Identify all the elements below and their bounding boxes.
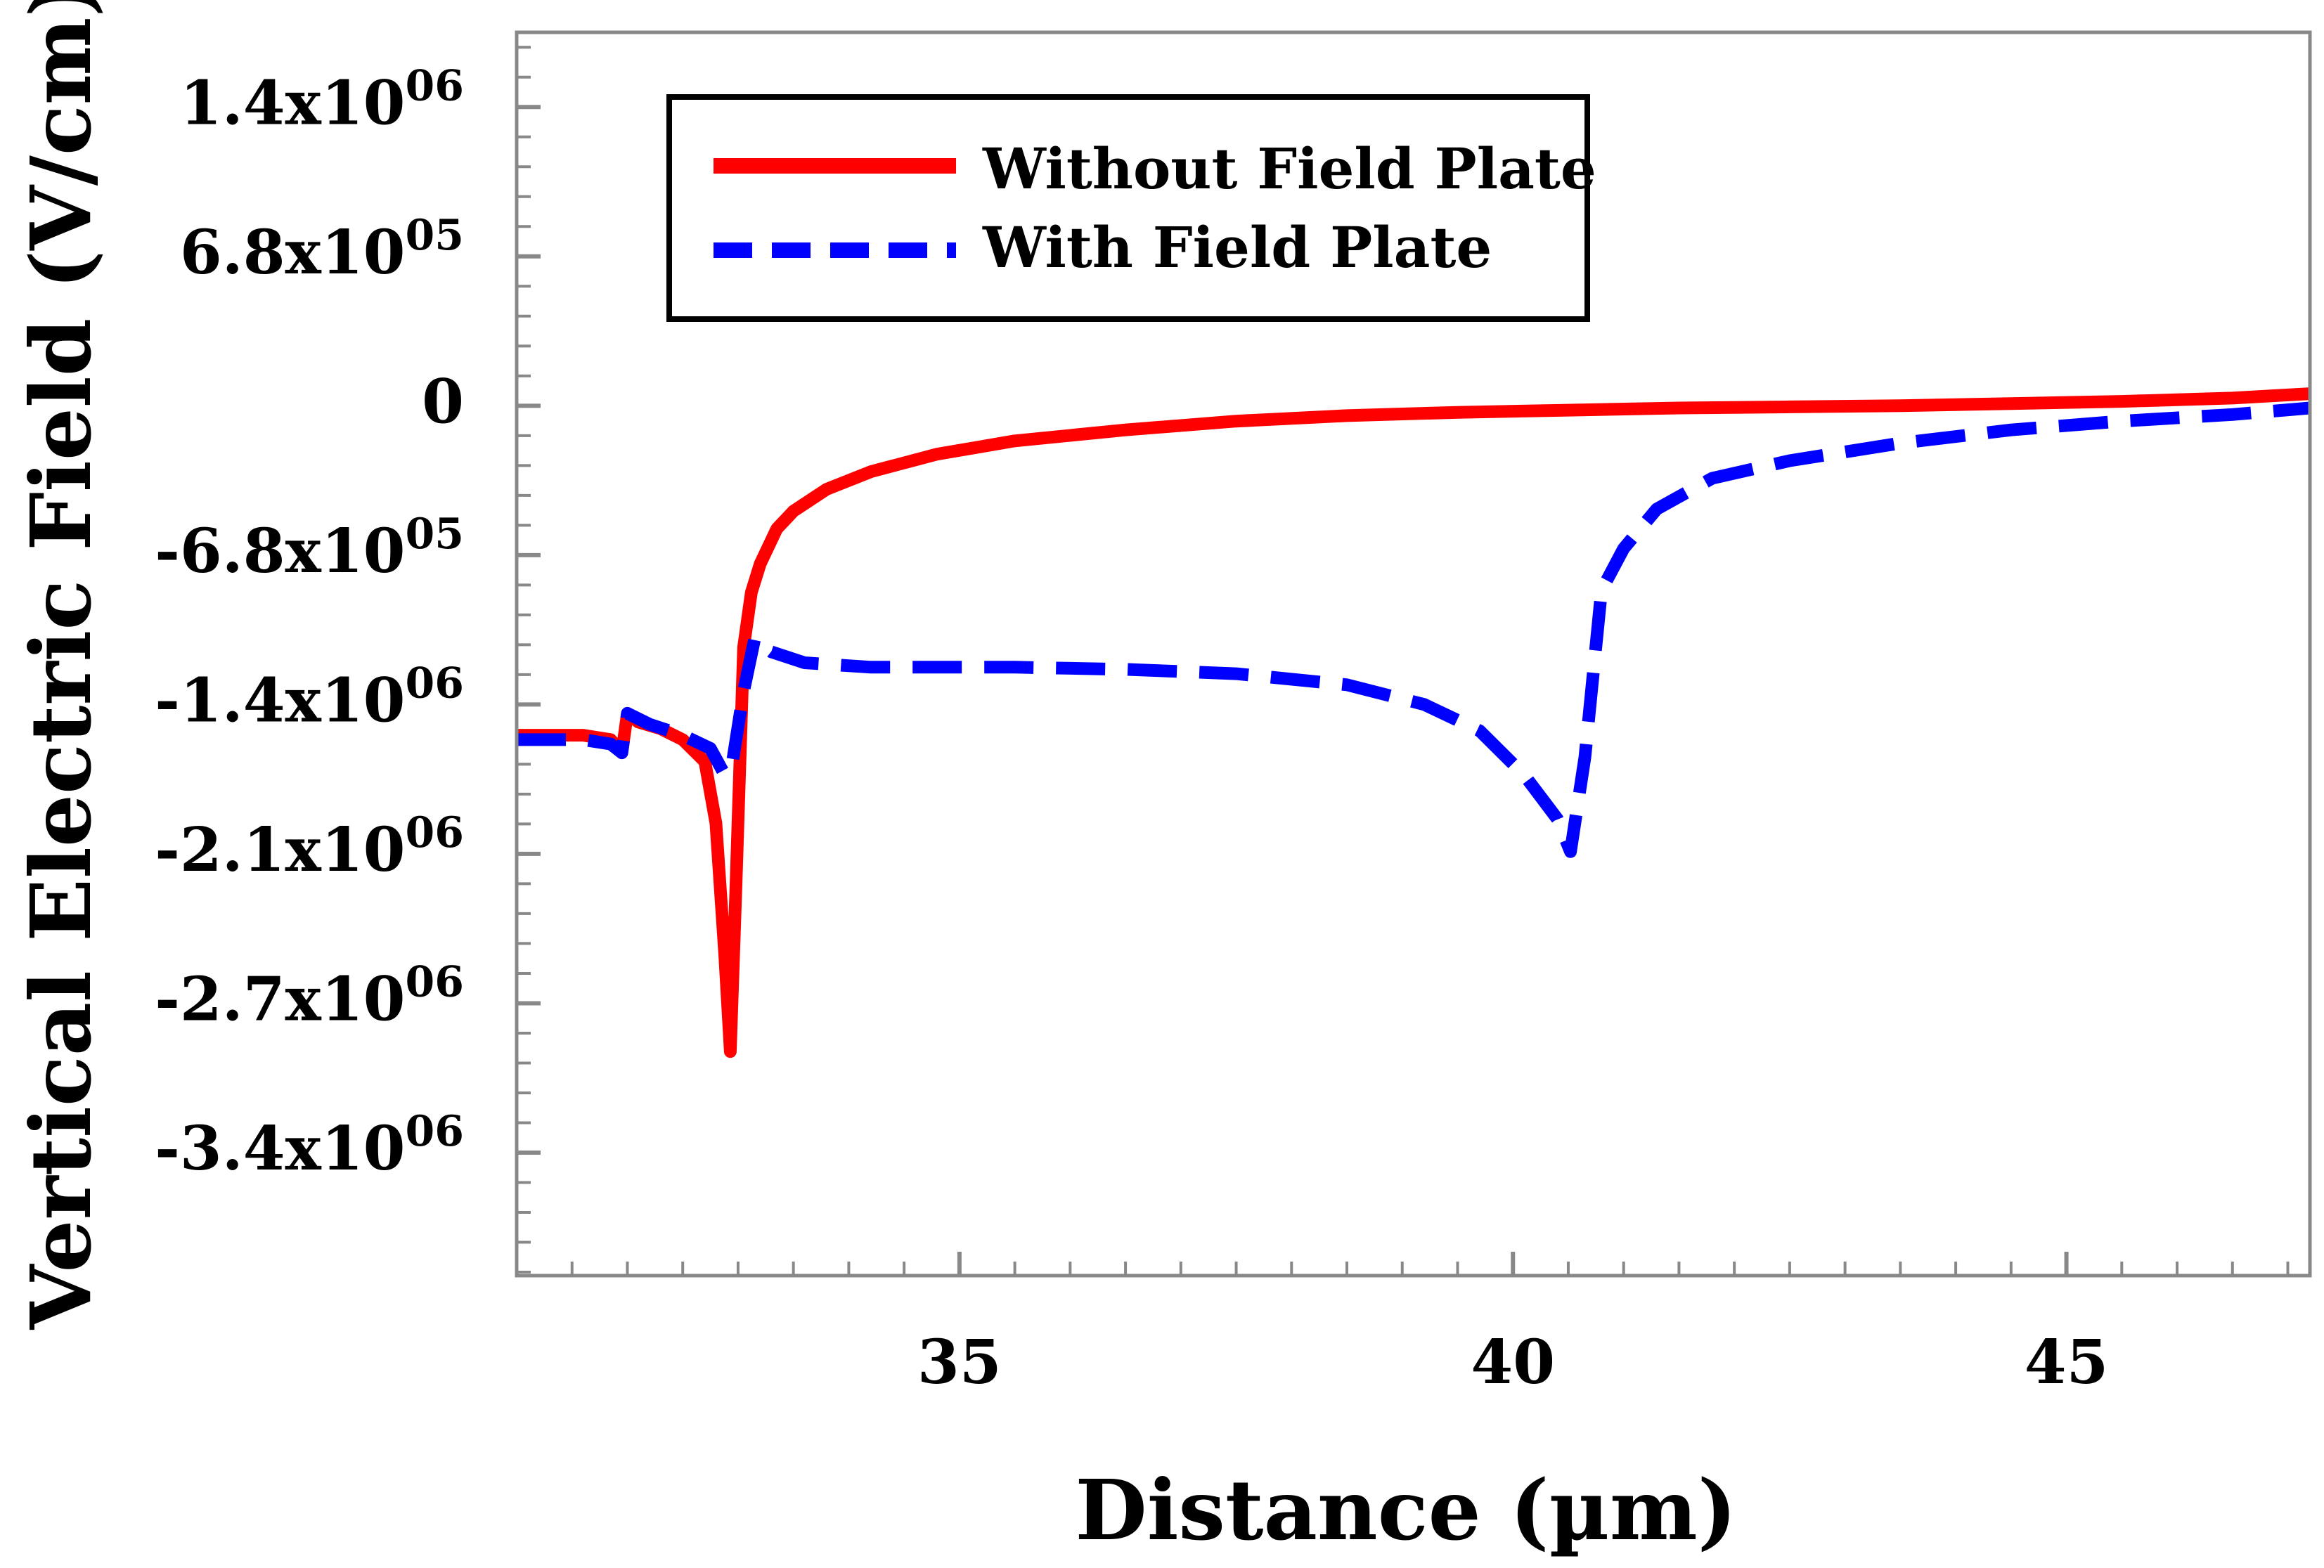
y-tick-label: -1.4x1006: [155, 659, 464, 736]
legend-label-without-field-plate: Without Field Plate: [982, 136, 1596, 202]
series-line-without-field-plate: [517, 387, 2311, 1058]
y-tick-label: -2.1x1006: [155, 808, 464, 886]
y-tick-label: 1.4x1006: [180, 61, 464, 138]
data-series: [517, 387, 2311, 1058]
y-axis-label: Vertical Electric Field (V/cm): [12, 0, 110, 1330]
legend-label-with-field-plate: With Field Plate: [982, 214, 1492, 280]
x-tick-label: 40: [1471, 1327, 1555, 1398]
legend: Without Field Plate With Field Plate: [666, 94, 1596, 322]
x-tick-labels: 35 40 45: [917, 1327, 2108, 1398]
y-tick-label: 0: [422, 366, 464, 437]
plot-area-frame: [515, 30, 2312, 1278]
y-tick-label: -3.4x1006: [155, 1107, 464, 1184]
legend-box: [666, 94, 1590, 322]
tick-marks: [517, 46, 2290, 1276]
y-tick-label: -6.8x1005: [155, 510, 464, 587]
y-tick-label: -2.7x1006: [155, 957, 464, 1035]
x-axis-label: Distance (µm): [1075, 1461, 1736, 1559]
x-tick-label: 45: [2025, 1327, 2109, 1398]
series-line-with-field-plate: [517, 401, 2311, 858]
y-tick-labels: 1.4x1006 6.8x1005 0 -6.8x1005 -1.4x1006 -2.1x…: [155, 61, 464, 1184]
y-tick-label: 6.8x1005: [180, 211, 464, 288]
x-tick-label: 35: [917, 1327, 1002, 1398]
